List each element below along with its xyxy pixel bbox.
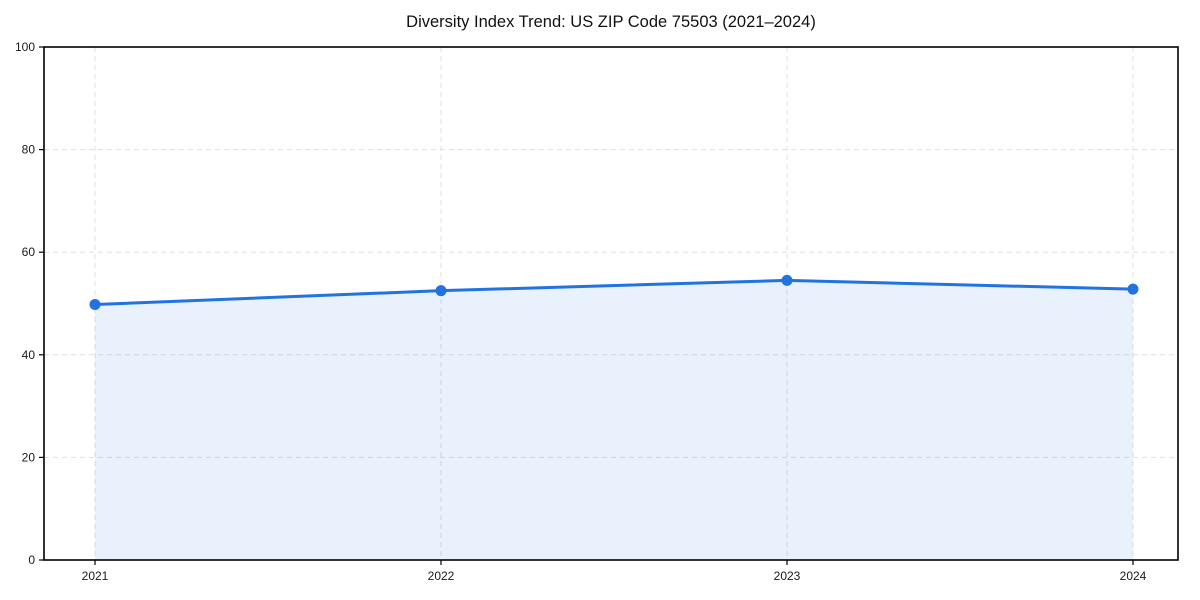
- data-point-marker: [1127, 283, 1139, 295]
- y-tick-label: 100: [15, 40, 35, 54]
- data-points: [89, 274, 1139, 311]
- data-point-marker: [781, 274, 793, 286]
- y-tick-label: 40: [22, 348, 36, 362]
- x-axis: 2021 2022 2023 2024: [82, 560, 1147, 583]
- x-tick-label: 2021: [82, 569, 109, 583]
- area-fill: [95, 280, 1133, 560]
- plot-border: [43, 46, 1179, 561]
- data-point-marker: [435, 285, 447, 297]
- data-point-marker: [89, 299, 101, 311]
- chart-title: Diversity Index Trend: US ZIP Code 75503…: [406, 13, 816, 31]
- x-tick-label: 2023: [774, 569, 801, 583]
- trend-line: [93, 278, 1135, 307]
- x-tick-label: 2024: [1120, 569, 1147, 583]
- y-axis: 0 20 40 60 80 100: [15, 40, 44, 567]
- y-tick-label: 20: [22, 450, 36, 464]
- y-tick-label: 60: [22, 245, 36, 259]
- x-tick-label: 2022: [428, 569, 455, 583]
- y-tick-label: 0: [28, 553, 35, 567]
- y-tick-label: 80: [22, 143, 36, 157]
